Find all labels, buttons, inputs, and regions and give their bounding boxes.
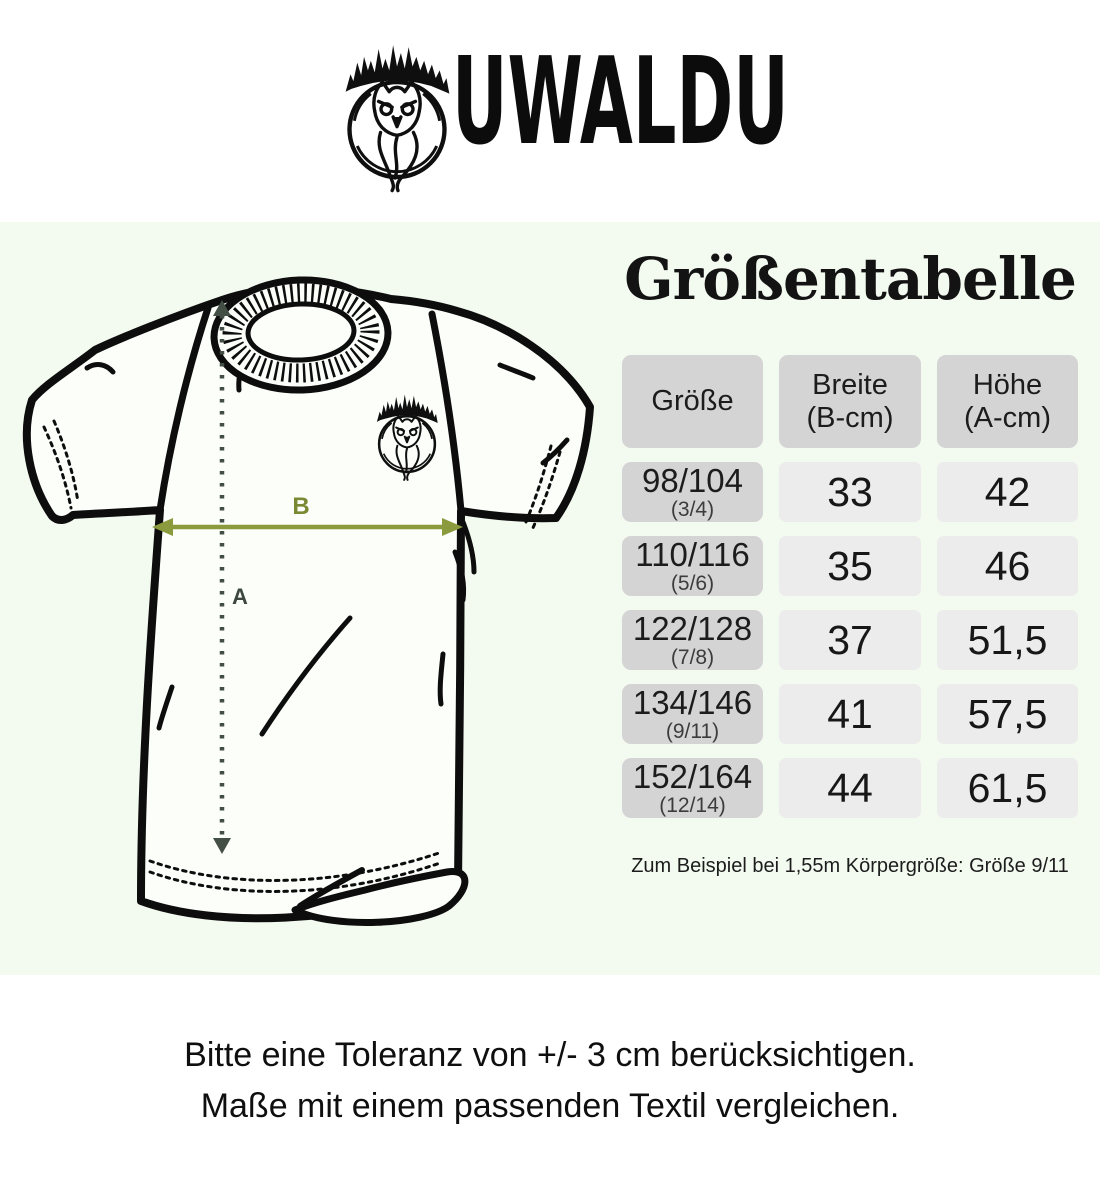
hem-stitching (148, 850, 444, 893)
width-label: B (292, 493, 309, 520)
size-cell: 134/146 (9/11) (622, 684, 763, 744)
size-cell: 122/128 (7/8) (622, 610, 763, 670)
collar (210, 276, 392, 394)
cuff-stitching (42, 419, 562, 532)
width-value-cell: 37 (779, 610, 921, 670)
hem-fold (291, 868, 469, 926)
tshirt-measurement-diagram: A B (22, 276, 594, 926)
width-value-cell: 35 (779, 536, 921, 596)
arrow-right-icon (442, 518, 463, 536)
width-value-cell: 33 (779, 462, 921, 522)
brand-wordmark: UWALDU (452, 33, 789, 172)
tolerance-note-line1: Bitte eine Toleranz von +/- 3 cm berücks… (184, 1036, 916, 1074)
width-value-cell: 41 (779, 684, 921, 744)
arrow-left-icon (152, 518, 173, 536)
height-value-cell: 57,5 (937, 684, 1078, 744)
width-value-cell: 44 (779, 758, 921, 818)
column-header-size: Größe (622, 355, 763, 448)
size-example-note: Zum Beispiel bei 1,55m Körpergröße: Größ… (631, 855, 1069, 877)
height-value-cell: 42 (937, 462, 1078, 522)
size-cell: 98/104 (3/4) (622, 462, 763, 522)
left-seam (156, 304, 212, 514)
tolerance-note: Bitte eine Toleranz von +/- 3 cm berücks… (0, 1030, 1100, 1132)
column-header-height: Höhe (A-cm) (937, 355, 1078, 448)
size-table: Größe Breite (B-cm) Höhe (A-cm) 98/104 (… (622, 355, 1078, 818)
right-seam (428, 310, 465, 515)
measure-height-A: A (213, 300, 248, 854)
height-label: A (232, 584, 248, 609)
tshirt-drawing (22, 276, 594, 926)
brand-owl-logo (334, 36, 460, 194)
measure-width-B: B (152, 493, 463, 536)
size-cell: 110/116 (5/6) (622, 536, 763, 596)
height-value-cell: 46 (937, 536, 1078, 596)
arrow-up-icon (213, 300, 231, 316)
column-header-width: Breite (B-cm) (779, 355, 921, 448)
tolerance-note-line2: Maße mit einem passenden Textil vergleic… (200, 1087, 900, 1125)
arrow-down-icon (213, 838, 231, 854)
size-cell: 152/164 (12/14) (622, 758, 763, 818)
size-chart-title: Größentabelle (624, 245, 1077, 313)
height-value-cell: 51,5 (937, 610, 1078, 670)
height-value-cell: 61,5 (937, 758, 1078, 818)
